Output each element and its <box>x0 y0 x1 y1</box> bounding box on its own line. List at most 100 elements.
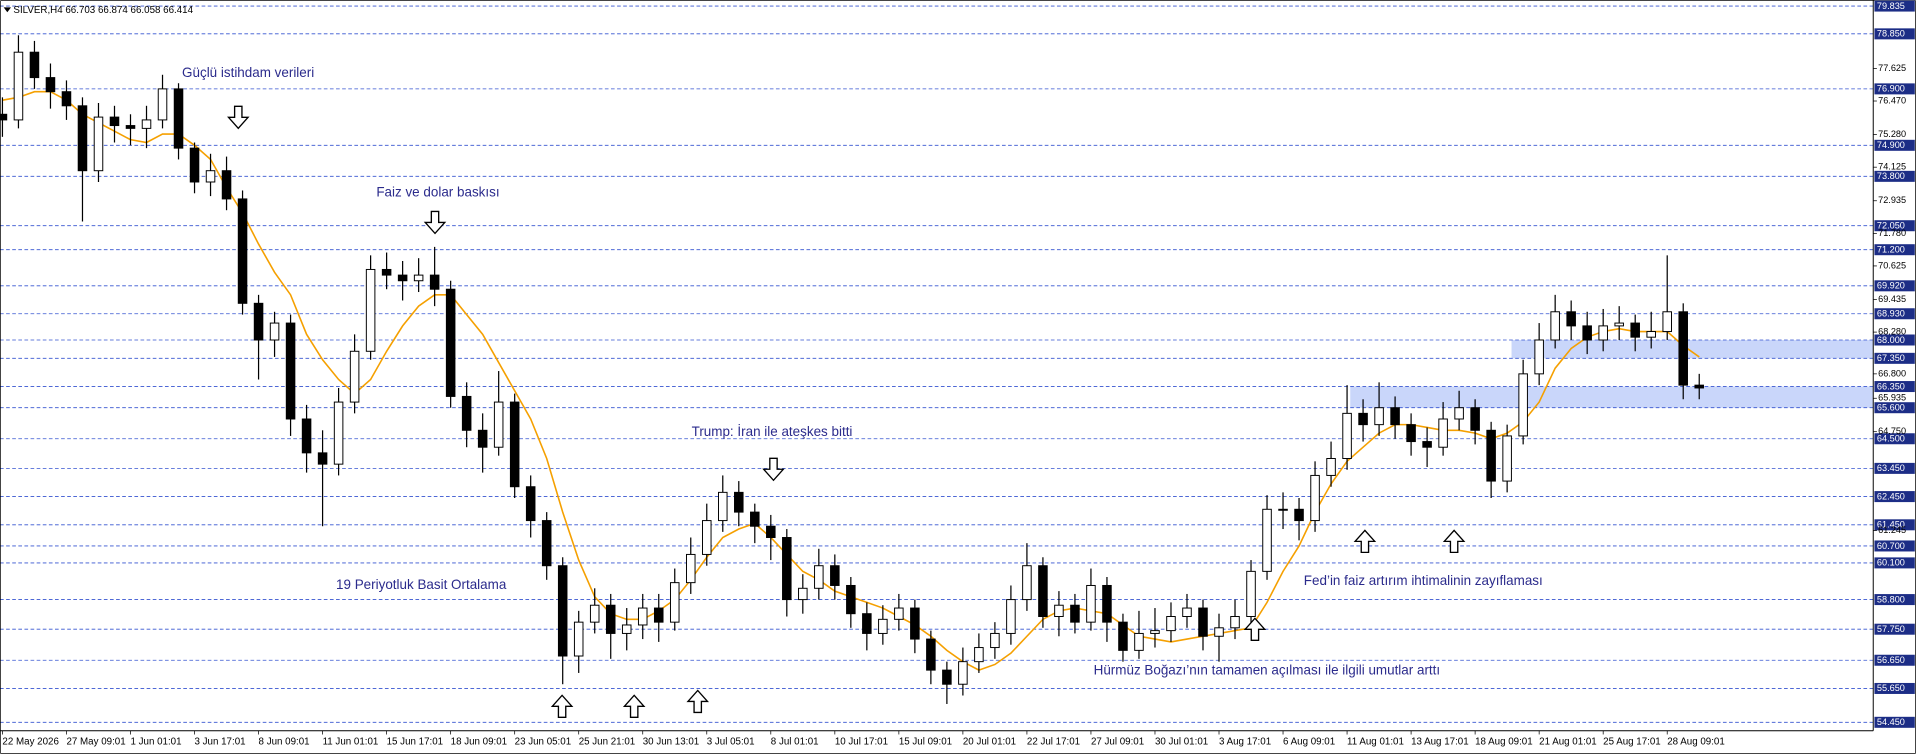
level-label: 72.050 <box>1877 221 1905 231</box>
candle-body <box>702 520 712 555</box>
candle-body <box>1198 607 1208 637</box>
y-tick-label: 76.470 <box>1878 95 1906 105</box>
time-axis: 22 May 2026 27 May 09:01 1 Jun 01:01 3 Jun … <box>2 730 1725 747</box>
candle-body <box>1230 616 1240 629</box>
y-tick-label: 64.750 <box>1878 426 1906 436</box>
series-label: 19 Periyotluk Basit Ortalama <box>336 577 507 592</box>
candle-body <box>1358 412 1368 426</box>
candle-body <box>1134 632 1144 651</box>
y-tick-label: 68.280 <box>1878 327 1906 337</box>
level-label-box <box>1874 540 1915 552</box>
candle-body <box>461 395 472 431</box>
arrow-up <box>623 694 645 719</box>
level-label: 60.700 <box>1877 541 1905 551</box>
level-label-box <box>1874 28 1915 40</box>
candle-body <box>621 624 632 634</box>
annotation: Güçlü istihdam verileri <box>182 65 314 80</box>
level-label: 62.450 <box>1877 491 1905 501</box>
level-label-box <box>1874 0 1915 12</box>
candle-body <box>1470 407 1480 431</box>
candle-body <box>1390 407 1400 426</box>
candle-body <box>862 613 872 634</box>
header-low: 66.058 <box>131 4 161 15</box>
y-tick-label: 77.625 <box>1878 63 1906 73</box>
candle-body <box>13 51 24 121</box>
x-tick-label: 6 Aug 09:01 <box>1283 736 1335 747</box>
candle-body <box>830 565 840 586</box>
x-tick-label: 11 Jun 01:01 <box>323 736 379 747</box>
candle-body <box>1406 424 1416 443</box>
level-label: 55.650 <box>1877 683 1905 693</box>
candle-body <box>445 288 456 397</box>
level-label-box <box>1874 381 1915 393</box>
candle-body <box>878 618 888 634</box>
candle-body <box>605 604 616 634</box>
arrow-up <box>687 689 709 714</box>
x-tick-label: 20 Jul 01:01 <box>963 736 1016 747</box>
arrow-up <box>1354 529 1376 554</box>
price-axis: 79.835 78.850 76.900 74.900 73.800 72.050 71.2… <box>1873 0 1915 728</box>
y-tick-label: 69.435 <box>1878 294 1906 304</box>
level-label-box <box>1874 170 1915 182</box>
y-tick-label: 74.125 <box>1878 162 1906 172</box>
level-label-box <box>1874 352 1915 364</box>
level-label-box <box>1874 280 1915 292</box>
header-icon <box>3 7 11 13</box>
x-tick-label: 28 Aug 09:01 <box>1667 736 1725 747</box>
candle-body <box>541 520 552 567</box>
candle-body <box>782 537 792 601</box>
candle-body <box>1454 407 1464 420</box>
candle-body <box>1342 412 1352 459</box>
candle-body <box>45 77 56 93</box>
level-label-box <box>1874 623 1915 635</box>
candle-body <box>429 274 440 290</box>
candle-body <box>1374 407 1384 426</box>
x-tick-label: 22 May 2026 <box>2 736 58 747</box>
candle-body <box>253 302 264 341</box>
zone <box>1350 386 1874 408</box>
candle-body <box>637 607 648 626</box>
y-tick-label: 70.625 <box>1878 260 1906 270</box>
annotation: Fed’in faiz artırım ihtimalinin zayıflam… <box>1304 573 1543 588</box>
candle-body <box>349 350 360 403</box>
candle-body <box>397 274 408 282</box>
candle-body <box>1614 322 1624 327</box>
candle-body <box>750 511 760 527</box>
candle-body <box>1438 418 1448 448</box>
candle-body <box>93 116 104 172</box>
candle-body <box>525 486 536 522</box>
candle-body <box>413 274 424 282</box>
x-tick-label: 3 Jul 05:01 <box>707 736 755 747</box>
candle-body <box>125 125 136 129</box>
y-tick-label: 65.935 <box>1878 393 1906 403</box>
level-label: 68.000 <box>1877 335 1905 345</box>
candle-body <box>237 198 248 304</box>
level-label-box <box>1874 462 1915 474</box>
x-tick-label: 18 Jun 09:01 <box>451 736 507 747</box>
candle-body <box>29 51 40 79</box>
candle-body <box>1214 627 1224 637</box>
zones <box>1350 339 1874 408</box>
candle-body <box>285 322 296 420</box>
candle-body <box>974 647 984 663</box>
y-tick-label: 72.935 <box>1878 195 1906 205</box>
level-label: 60.100 <box>1877 558 1905 568</box>
candle-body <box>846 584 856 615</box>
arrow-down <box>424 210 446 235</box>
x-tick-label: 15 Jul 09:01 <box>899 736 952 747</box>
level-label: 57.750 <box>1877 624 1905 634</box>
candle-body <box>1662 311 1672 333</box>
x-tick-label: 23 Jun 05:01 <box>515 736 571 747</box>
level-label-box <box>1874 83 1915 95</box>
candle-body <box>1102 584 1112 623</box>
candle-body <box>493 401 504 448</box>
candle-body <box>894 607 904 620</box>
symbol: SILVER,H4 <box>13 4 63 15</box>
x-tick-label: 8 Jul 01:01 <box>771 736 819 747</box>
x-tick-label: 21 Aug 01:01 <box>1539 736 1597 747</box>
x-tick-label: 27 Jul 09:01 <box>1091 736 1144 747</box>
x-tick-label: 22 Jul 17:01 <box>1027 736 1080 747</box>
grid <box>0 5 1874 723</box>
y-tick-label: 75.280 <box>1878 129 1906 139</box>
